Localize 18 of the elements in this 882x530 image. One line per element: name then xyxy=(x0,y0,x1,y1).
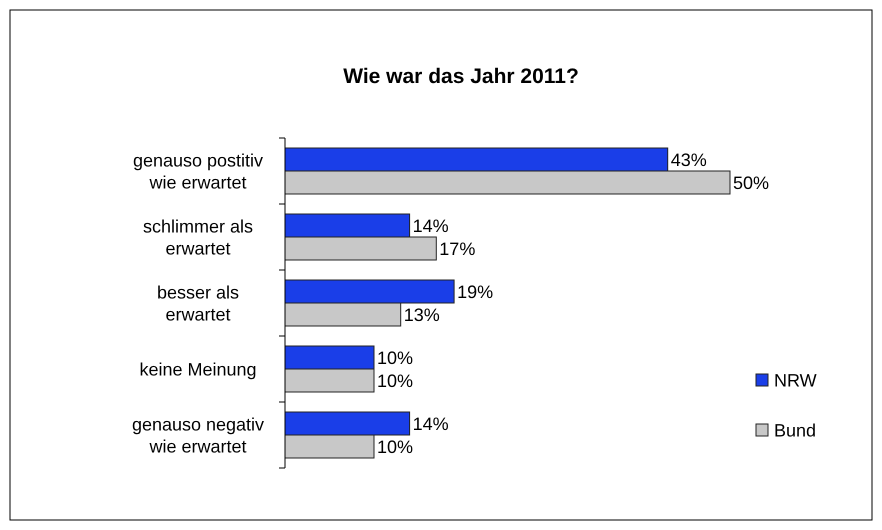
legend-label: NRW xyxy=(774,370,817,390)
chart-title: Wie war das Jahr 2011? xyxy=(343,65,579,88)
data-label: 10% xyxy=(377,436,414,457)
data-label: 43% xyxy=(670,150,707,170)
y-tick-label: besser als erwartet xyxy=(156,282,240,324)
data-label: 17% xyxy=(439,238,476,259)
y-tick-label: genauso negativ wie erwartet xyxy=(132,414,264,456)
data-label: 50% xyxy=(733,172,770,193)
data-label: 13% xyxy=(404,304,440,325)
data-label: 14% xyxy=(412,414,449,434)
y-tick-label: schlimmer als erwartet xyxy=(142,216,254,258)
legend-label: Bund xyxy=(774,420,816,440)
y-tick-label: genauso postitiv wie erwartet xyxy=(132,150,264,192)
data-label: 10% xyxy=(377,348,414,368)
data-label: 19% xyxy=(457,282,494,302)
data-label: 10% xyxy=(377,370,414,391)
data-label: 14% xyxy=(412,216,449,236)
y-tick-label: keine Meinung xyxy=(139,359,257,380)
